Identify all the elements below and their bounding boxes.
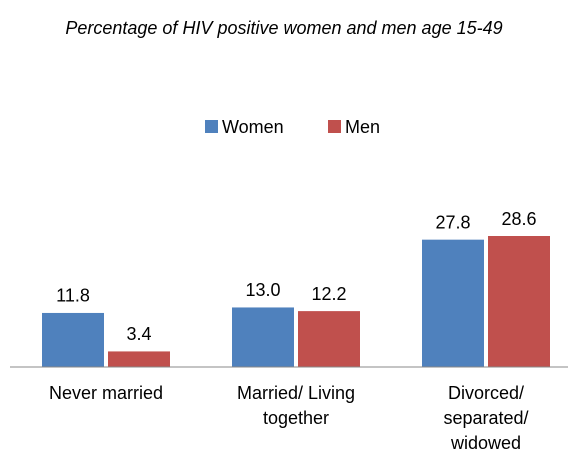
value-label: 12.2 [311,284,346,304]
bar [232,307,294,367]
value-label: 13.0 [245,280,280,300]
value-label: 11.8 [56,286,90,306]
value-label: 27.8 [435,212,470,232]
bar [422,239,484,367]
bar [298,311,360,367]
value-label: 3.4 [126,324,151,344]
bar [42,312,104,367]
value-label: 28.6 [501,209,536,229]
x-tick-label: Married/ Living together [236,383,356,428]
x-tick-label: Divorced/ separated/ widowed [443,383,529,453]
x-tick-label: Never married [48,383,164,403]
legend-label: Men [345,117,380,137]
bar [108,351,170,367]
legend-swatch [205,120,218,133]
chart-title: Percentage of HIV positive women and men… [65,18,503,38]
legend-swatch [328,120,341,133]
legend-label: Women [222,117,284,137]
bar [488,236,550,367]
